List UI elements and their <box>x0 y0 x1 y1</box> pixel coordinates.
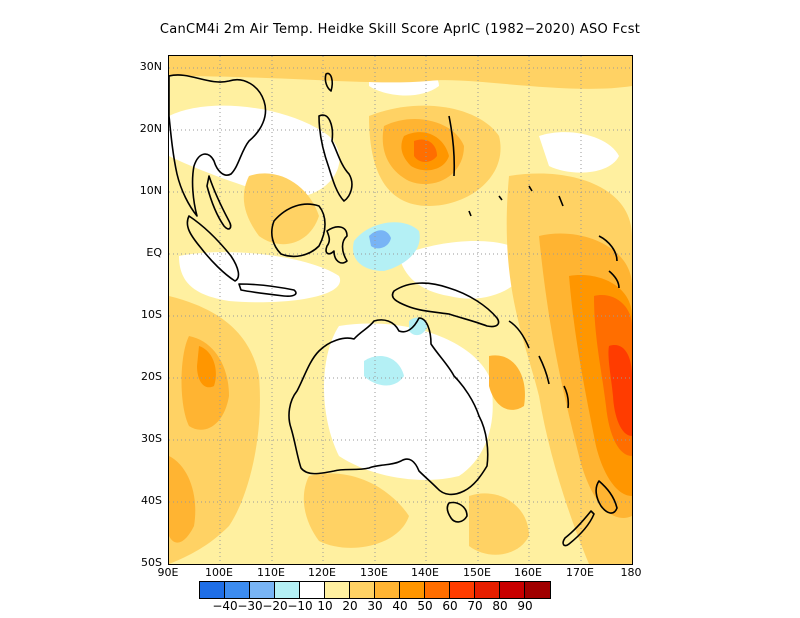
extreme-skill-regions <box>608 345 632 436</box>
coast-philippines <box>318 114 353 202</box>
coast-fiji <box>598 235 620 289</box>
color-scale-swatch <box>325 582 350 598</box>
lon-label-130e: 130E <box>360 566 388 579</box>
lon-label-180: 180 <box>620 566 642 579</box>
lat-label-50s: 50S <box>141 556 162 569</box>
color-scale-label: 80 <box>492 599 508 613</box>
coast-melanesia <box>508 320 570 409</box>
lat-label-20s: 20S <box>141 370 162 383</box>
color-scale-bar <box>199 581 551 599</box>
coast-sumatra <box>186 215 240 282</box>
color-scale-label: −40 <box>212 599 238 613</box>
color-scale-swatch <box>400 582 425 598</box>
negative-skill-regions <box>353 222 427 386</box>
coast-tasmania <box>446 501 468 523</box>
graticule <box>169 56 632 564</box>
lon-label-110e: 110E <box>257 566 285 579</box>
lat-label-10s: 10S <box>141 308 162 321</box>
color-scale-label: 90 <box>517 599 533 613</box>
coast-malay <box>206 175 232 230</box>
coast-australia <box>288 317 489 496</box>
color-scale-label: 50 <box>417 599 433 613</box>
lat-label-20n: 20N <box>139 122 162 135</box>
color-scale-label: 40 <box>392 599 408 613</box>
lon-label-170e: 170E <box>566 566 594 579</box>
color-scale-swatch <box>300 582 325 598</box>
color-scale-swatch <box>500 582 525 598</box>
coast-new-zealand-south <box>562 510 595 547</box>
coast-java <box>238 283 297 297</box>
color-scale-swatch <box>525 582 550 598</box>
coastlines <box>169 72 620 547</box>
color-scale-swatch <box>250 582 275 598</box>
lon-label-90e: 90E <box>157 566 179 579</box>
map-panel <box>168 55 633 565</box>
coast-sulawesi <box>325 226 348 264</box>
color-scale-swatch <box>475 582 500 598</box>
lat-label-10n: 10N <box>139 184 162 197</box>
lon-label-140e: 140E <box>411 566 439 579</box>
color-scale-swatch <box>425 582 450 598</box>
color-scale-label: −20 <box>262 599 288 613</box>
lon-label-150e: 150E <box>463 566 491 579</box>
coast-mainland <box>169 74 267 217</box>
map-canvas <box>169 56 632 564</box>
lon-label-100e: 100E <box>205 566 233 579</box>
color-scale-swatch <box>200 582 225 598</box>
color-scale-label: 20 <box>342 599 358 613</box>
coast-new-zealand <box>595 480 618 514</box>
lat-label-40s: 40S <box>141 494 162 507</box>
lat-label-30n: 30N <box>139 60 162 73</box>
map-title: CanCM4i 2m Air Temp. Heidke Skill Score … <box>159 22 641 37</box>
lat-label-30s: 30S <box>141 432 162 445</box>
color-scale-label: 30 <box>367 599 383 613</box>
color-scale-swatch <box>350 582 375 598</box>
coast-taiwan <box>324 72 333 92</box>
lat-label-eq: EQ <box>146 246 162 259</box>
color-scale-label: −10 <box>287 599 313 613</box>
color-scale-swatch <box>375 582 400 598</box>
color-scale-swatch <box>275 582 300 598</box>
color-scale-swatch <box>225 582 250 598</box>
coast-borneo <box>271 203 326 258</box>
coast-micronesia <box>448 115 564 217</box>
color-scale-label: 70 <box>467 599 483 613</box>
color-scale-label: 60 <box>442 599 458 613</box>
coast-new-guinea <box>391 282 500 328</box>
lon-label-120e: 120E <box>308 566 336 579</box>
color-scale-swatch <box>450 582 475 598</box>
lon-label-160e: 160E <box>514 566 542 579</box>
color-scale-label: −30 <box>237 599 263 613</box>
color-scale-label: 10 <box>317 599 333 613</box>
